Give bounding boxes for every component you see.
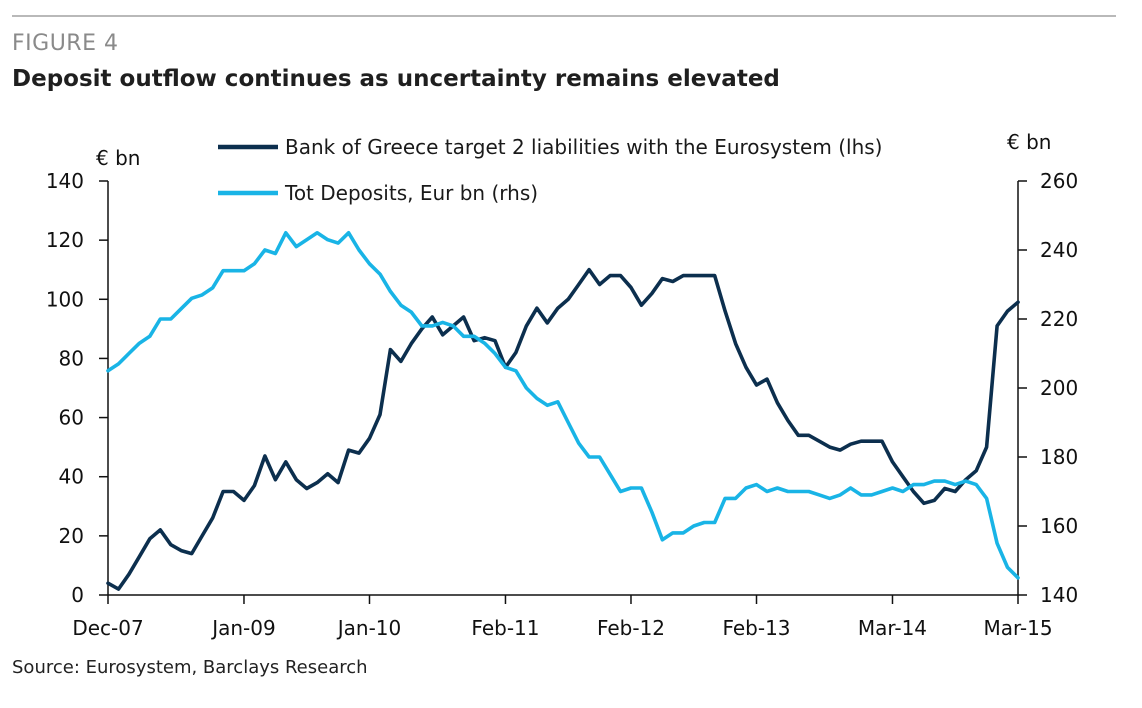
left-y-tick-label: 0 — [71, 583, 84, 607]
x-tick-label: Feb-13 — [722, 616, 790, 640]
series-line-deposits — [106, 231, 1020, 580]
left-y-tick-label: 40 — [59, 465, 84, 489]
left-y-tick-label: 120 — [46, 228, 84, 252]
left-y-tick-label: 80 — [59, 346, 84, 370]
left-y-tick-label: 140 — [46, 169, 84, 193]
x-tick-label: Mar-14 — [858, 616, 927, 640]
right-y-tick-label: 260 — [1040, 169, 1078, 193]
x-tick-label: Feb-12 — [597, 616, 665, 640]
right-axis-unit: € bn — [1007, 130, 1051, 154]
right-y-tick-label: 240 — [1040, 238, 1078, 262]
chart-title: Deposit outflow continues as uncertainty… — [12, 66, 780, 92]
legend-label-deposits: Tot Deposits, Eur bn (rhs) — [284, 181, 538, 205]
source-note: Source: Eurosystem, Barclays Research — [12, 657, 368, 678]
left-y-tick-label: 100 — [46, 287, 84, 311]
series-line-target2 — [106, 267, 1020, 591]
x-tick-label: Jan-10 — [336, 616, 402, 640]
right-y-tick-label: 200 — [1040, 376, 1078, 400]
x-tick-label: Mar-15 — [983, 616, 1052, 640]
right-y-tick-label: 220 — [1040, 307, 1078, 331]
x-tick-label: Dec-07 — [72, 616, 143, 640]
x-tick-label: Feb-11 — [471, 616, 539, 640]
left-axis-unit: € bn — [96, 146, 140, 170]
right-y-tick-label: 160 — [1040, 514, 1078, 538]
x-tick-label: Jan-09 — [210, 616, 276, 640]
left-y-tick-label: 20 — [59, 524, 84, 548]
legend-label-target2: Bank of Greece target 2 liabilities with… — [285, 135, 882, 159]
left-y-tick-label: 60 — [59, 406, 84, 430]
right-y-tick-label: 140 — [1040, 583, 1078, 607]
axes-layer: 0 20 40 60 80 100 120 140 140 160 180 200 220 240 260 D… — [46, 130, 1078, 640]
legend: Bank of Greece target 2 liabilities with… — [218, 135, 882, 205]
figure-label: FIGURE 4 — [12, 31, 119, 56]
top-rule — [12, 15, 1116, 17]
series-layer — [106, 231, 1020, 591]
right-y-tick-label: 180 — [1040, 445, 1078, 469]
